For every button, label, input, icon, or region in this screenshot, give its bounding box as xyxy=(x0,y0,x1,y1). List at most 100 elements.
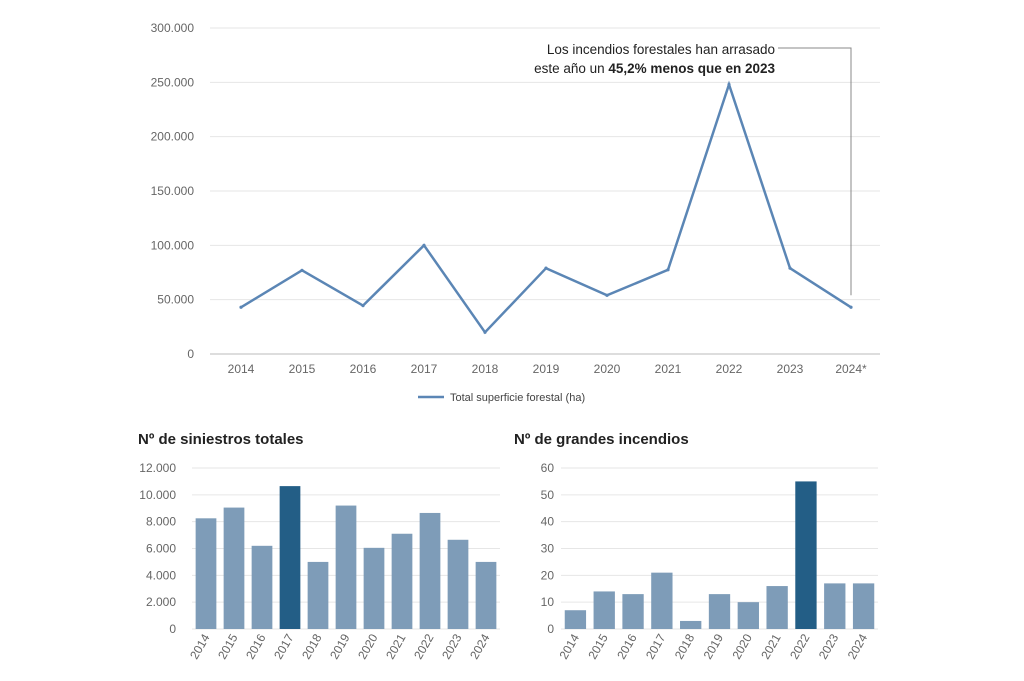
bar-x-tick-label: 2015 xyxy=(585,631,611,661)
bar-y-tick-label: 20 xyxy=(541,568,555,582)
bar-x-tick-label: 2016 xyxy=(614,631,640,661)
bar-2016 xyxy=(251,545,273,629)
bar-x-tick-label: 2018 xyxy=(299,631,325,661)
bar-2024 xyxy=(475,561,497,629)
line-x-tick-label: 2018 xyxy=(472,362,499,376)
line-chart-legend: Total superficie forestal (ha) xyxy=(418,392,585,404)
series-point-2020 xyxy=(605,293,609,297)
bar-y-tick-label: 40 xyxy=(541,515,555,529)
bar-x-tick-label: 2020 xyxy=(355,631,381,661)
bar-x-tick-label: 2024 xyxy=(845,631,871,661)
bar-chart-totales-y-axis: 0 2.000 4.000 6.000 8.000 10.000 12.000 xyxy=(139,461,176,636)
series-point-2024 xyxy=(849,305,853,309)
bar-y-tick-label: 60 xyxy=(541,461,555,475)
bar-2018 xyxy=(680,620,702,629)
bar-2019 xyxy=(335,505,357,629)
bar-y-tick-label: 8.000 xyxy=(146,515,176,529)
bar-y-tick-label: 0 xyxy=(169,622,176,636)
bar-chart-grandes-y-axis: 0 10 20 30 40 50 60 xyxy=(541,461,555,636)
bar-2019 xyxy=(708,594,731,629)
bar-y-tick-label: 10 xyxy=(541,595,555,609)
bar-2016 xyxy=(622,594,644,629)
bar-2018 xyxy=(307,561,329,629)
bar-2022 xyxy=(419,512,441,629)
bar-y-tick-label: 30 xyxy=(541,542,555,556)
bar-y-tick-label: 12.000 xyxy=(139,461,176,475)
bar-y-tick-label: 4.000 xyxy=(146,568,176,582)
bar-chart-grandes-bars xyxy=(564,481,875,629)
bar-y-tick-label: 10.000 xyxy=(139,488,176,502)
bar-x-tick-label: 2022 xyxy=(787,631,813,661)
bar-y-tick-label: 2.000 xyxy=(146,595,176,609)
series-point-2015 xyxy=(300,268,304,272)
bar-x-tick-label: 2017 xyxy=(643,631,669,661)
line-x-tick-label: 2016 xyxy=(350,362,377,376)
bar-chart-grandes-x-axis: 2014 2015 2016 2017 2018 2019 2020 2021 2022 2023… xyxy=(557,631,871,661)
line-y-tick-label: 100.000 xyxy=(151,238,195,252)
bar-chart-grandes-title: Nº de grandes incendios xyxy=(514,431,689,448)
line-x-tick-label: 2017 xyxy=(411,362,438,376)
bar-x-tick-label: 2021 xyxy=(383,631,409,661)
annotation-leader-line xyxy=(778,47,852,296)
bar-x-tick-label: 2014 xyxy=(557,631,583,661)
series-point-2019 xyxy=(544,266,548,270)
series-point-2017 xyxy=(422,243,426,247)
line-y-tick-label: 50.000 xyxy=(157,293,194,307)
line-y-tick-label: 0 xyxy=(187,347,194,361)
bar-chart-totales-x-axis: 2014 2015 2016 2017 2018 2019 2020 2021 2022 2023… xyxy=(187,631,493,661)
line-y-tick-label: 150.000 xyxy=(151,184,195,198)
line-x-tick-label: 2022 xyxy=(716,362,743,376)
bar-2014 xyxy=(564,610,587,629)
bar-x-tick-label: 2016 xyxy=(243,631,269,661)
bar-x-tick-label: 2017 xyxy=(271,631,297,661)
series-point-2014 xyxy=(239,305,243,309)
line-y-tick-label: 250.000 xyxy=(151,75,195,89)
series-line-superficie xyxy=(240,80,852,335)
line-chart-y-axis: 0 50.000 100.000 150.000 200.000 250.000 300.0… xyxy=(151,21,195,361)
bar-2020 xyxy=(737,602,759,629)
line-x-tick-label: 2015 xyxy=(289,362,316,376)
line-chart-series xyxy=(239,80,853,335)
bar-x-tick-label: 2014 xyxy=(187,631,213,661)
bar-chart-totales-bars xyxy=(195,486,497,629)
line-y-tick-label: 300.000 xyxy=(151,21,195,35)
bar-2024 xyxy=(852,583,875,629)
bar-x-tick-label: 2018 xyxy=(672,631,698,661)
series-point-2016 xyxy=(361,304,365,308)
bar-x-tick-label: 2019 xyxy=(701,631,727,661)
bar-2015 xyxy=(593,591,615,629)
bar-2021 xyxy=(391,533,413,629)
bar-y-tick-label: 0 xyxy=(547,622,554,636)
bar-x-tick-label: 2024 xyxy=(467,631,493,661)
bar-2022 xyxy=(795,481,817,629)
line-x-tick-label: 2019 xyxy=(533,362,560,376)
bar-chart-totales-title: Nº de siniestros totales xyxy=(138,431,304,448)
bar-x-tick-label: 2023 xyxy=(439,631,465,661)
bar-2015 xyxy=(223,507,245,629)
bar-y-tick-label: 50 xyxy=(541,488,555,502)
bar-2023 xyxy=(824,583,846,629)
series-point-2018 xyxy=(483,330,487,334)
line-x-tick-label: 2024* xyxy=(835,362,867,376)
line-y-tick-label: 200.000 xyxy=(151,130,195,144)
line-x-tick-label: 2023 xyxy=(777,362,804,376)
bar-x-tick-label: 2021 xyxy=(758,631,784,661)
line-x-tick-label: 2014 xyxy=(228,362,255,376)
series-point-2021 xyxy=(666,268,670,272)
bar-x-tick-label: 2020 xyxy=(729,631,755,661)
bar-x-tick-label: 2019 xyxy=(327,631,353,661)
annotation-line-1: Los incendios forestales han arrasado xyxy=(547,42,775,57)
bar-x-tick-label: 2023 xyxy=(816,631,842,661)
bar-x-tick-label: 2015 xyxy=(215,631,241,661)
bar-2021 xyxy=(766,586,788,629)
bar-y-tick-label: 6.000 xyxy=(146,542,176,556)
bar-2017 xyxy=(651,572,673,629)
series-point-2023 xyxy=(788,266,792,270)
series-point-2022 xyxy=(727,82,731,87)
bar-2014 xyxy=(195,518,217,629)
annotation-leader xyxy=(778,47,852,296)
bar-2017 xyxy=(279,486,301,629)
legend-label: Total superficie forestal (ha) xyxy=(450,392,585,404)
line-chart-grid xyxy=(210,27,880,355)
